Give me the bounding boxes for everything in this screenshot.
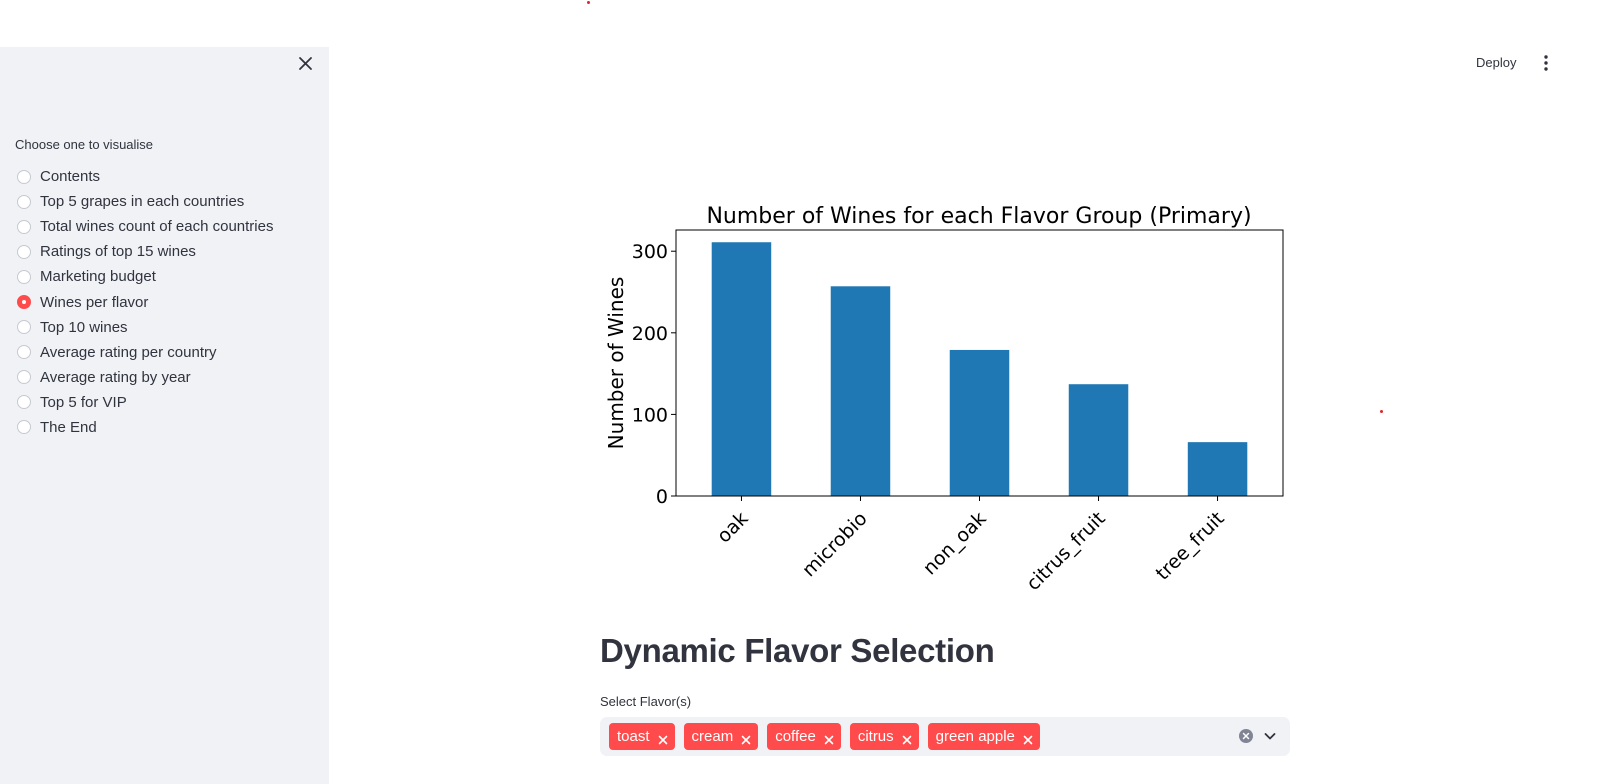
remove-tag-icon[interactable] xyxy=(658,732,668,744)
flavor-tag-label: citrus xyxy=(857,728,894,745)
visualisation-radio-group: Contents Top 5 grapes in each countries To… xyxy=(15,164,273,440)
x-axis: oak microbio non_oak citrus_fruit tree_fruit xyxy=(713,496,1229,595)
clear-all-icon[interactable] xyxy=(1239,729,1253,743)
remove-tag-icon[interactable] xyxy=(1023,732,1033,744)
bar-oak xyxy=(711,242,772,496)
x-tick-label: tree_fruit xyxy=(1152,508,1229,585)
chevron-down-icon[interactable] xyxy=(1263,729,1277,743)
radio-unselected-icon[interactable] xyxy=(17,269,31,284)
y-tick-label: 200 xyxy=(632,323,668,345)
flavor-tag: toast xyxy=(609,723,675,750)
radio-option[interactable]: Average rating per country xyxy=(15,340,273,365)
radio-option-label: Top 5 for VIP xyxy=(40,393,127,411)
radio-unselected-icon[interactable] xyxy=(17,320,31,335)
flavor-tag-label: coffee xyxy=(775,728,816,745)
x-tick-label: non_oak xyxy=(919,508,991,580)
radio-option-label: Wines per flavor xyxy=(40,293,149,311)
marker-dot xyxy=(1380,410,1383,413)
plot-frame xyxy=(675,229,1284,497)
radio-option-label: Average rating per country xyxy=(40,343,217,361)
remove-tag-icon[interactable] xyxy=(741,732,751,744)
main-menu-icon[interactable] xyxy=(1538,52,1554,74)
radio-group-label: Choose one to visualise xyxy=(15,137,154,152)
radio-option-label: The End xyxy=(40,418,97,436)
radio-option-label: Top 5 grapes in each countries xyxy=(40,193,245,211)
flavor-bar-chart: Number of Wines for each Flavor Group (P… xyxy=(604,204,1284,595)
flavor-tag-label: green apple xyxy=(935,728,1015,745)
bars-layer xyxy=(711,242,1248,496)
radio-option-label: Marketing budget xyxy=(40,268,156,286)
flavor-tag: cream xyxy=(683,723,759,750)
bar-microbio xyxy=(830,286,891,496)
y-axis: 0 100 200 300 xyxy=(632,241,676,508)
bar-citrus_fruit xyxy=(1068,384,1129,496)
radio-option[interactable]: Top 5 for VIP xyxy=(15,390,273,415)
radio-selected-icon[interactable] xyxy=(17,295,31,310)
selected-flavor-tags: toast cream coffee citrus green apple xyxy=(609,723,1040,750)
radio-option-label: Ratings of top 15 wines xyxy=(40,243,196,261)
flavor-tag: coffee xyxy=(767,723,841,750)
radio-unselected-icon[interactable] xyxy=(17,420,31,435)
bar-non_oak xyxy=(949,349,1010,496)
x-tick-label: citrus_fruit xyxy=(1022,508,1109,595)
chart-title: Number of Wines for each Flavor Group (P… xyxy=(706,204,1251,229)
flavor-select-label: Select Flavor(s) xyxy=(600,694,692,709)
flavor-tag: citrus xyxy=(849,723,919,750)
radio-unselected-icon[interactable] xyxy=(17,395,31,410)
radio-option[interactable]: Top 5 grapes in each countries xyxy=(15,189,273,214)
y-tick-label: 100 xyxy=(632,404,668,426)
radio-unselected-icon[interactable] xyxy=(17,219,31,234)
radio-option[interactable]: Average rating by year xyxy=(15,365,273,390)
radio-unselected-icon[interactable] xyxy=(17,345,31,360)
radio-option-label: Contents xyxy=(40,168,101,186)
close-sidebar-icon[interactable] xyxy=(297,55,315,73)
y-tick-label: 300 xyxy=(632,241,668,263)
radio-option[interactable]: Marketing budget xyxy=(15,264,273,289)
radio-unselected-icon[interactable] xyxy=(17,169,31,184)
remove-tag-icon[interactable] xyxy=(902,732,912,744)
section-heading: Dynamic Flavor Selection xyxy=(600,632,995,669)
flavor-multiselect[interactable]: toast cream coffee citrus green apple xyxy=(600,717,1290,756)
y-tick-label: 0 xyxy=(656,486,668,508)
radio-option-label: Total wines count of each countries xyxy=(40,218,274,236)
radio-option[interactable]: The End xyxy=(15,415,273,440)
radio-option[interactable]: Total wines count of each countries xyxy=(15,214,273,239)
bar-tree_fruit xyxy=(1187,442,1248,496)
remove-tag-icon[interactable] xyxy=(824,732,834,744)
radio-unselected-icon[interactable] xyxy=(17,370,31,385)
marker-dot xyxy=(587,1,590,4)
radio-unselected-icon[interactable] xyxy=(17,194,31,209)
flavor-tag: green apple xyxy=(927,723,1040,750)
chart-y-axis-label: Number of Wines xyxy=(604,277,628,450)
radio-option[interactable]: Top 10 wines xyxy=(15,315,273,340)
radio-unselected-icon[interactable] xyxy=(17,244,31,259)
sidebar: Choose one to visualise Contents Top 5 gr… xyxy=(0,47,329,784)
x-tick-label: microbio xyxy=(798,508,872,582)
deploy-button[interactable]: Deploy xyxy=(1476,55,1517,70)
radio-option-label: Top 10 wines xyxy=(40,318,128,336)
flavor-tag-label: toast xyxy=(617,728,650,745)
radio-option[interactable]: Contents xyxy=(15,164,273,189)
x-tick-label: oak xyxy=(713,508,753,548)
radio-option[interactable]: Ratings of top 15 wines xyxy=(15,239,273,264)
flavor-tag-label: cream xyxy=(691,728,734,745)
radio-option-label: Average rating by year xyxy=(40,368,191,386)
radio-option[interactable]: Wines per flavor xyxy=(15,289,273,314)
